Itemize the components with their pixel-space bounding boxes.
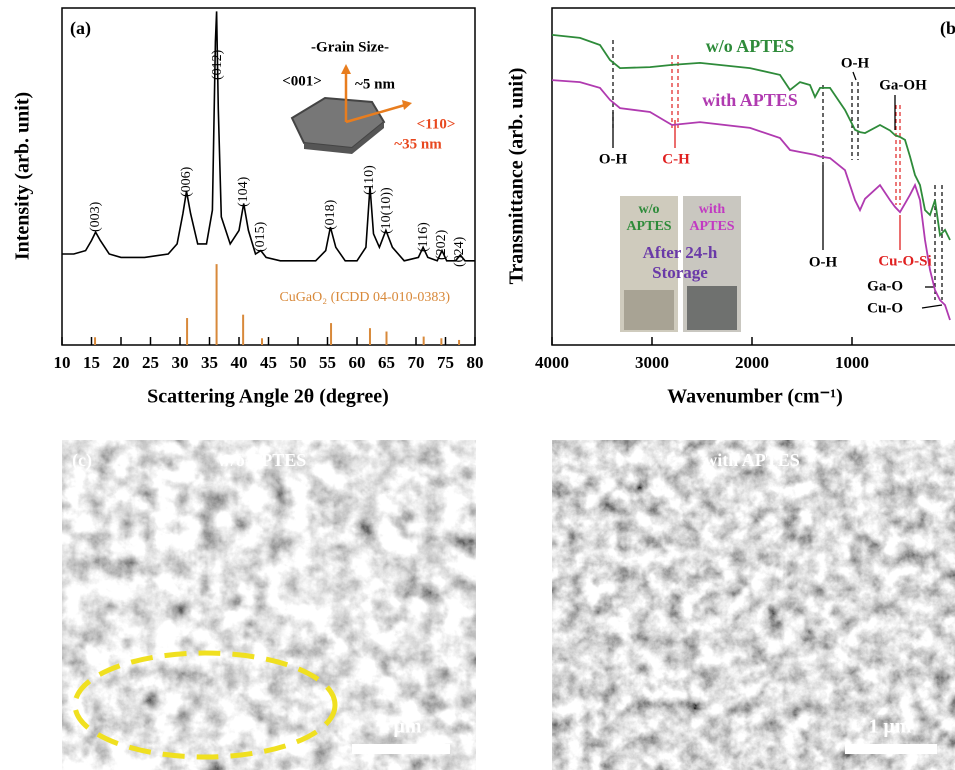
data-line: [552, 35, 950, 240]
image-title: w/o APTES: [218, 450, 307, 470]
x-tick-label: 1000: [835, 353, 869, 372]
x-tick-label: 3000: [635, 353, 669, 372]
panel-label: (b): [940, 18, 955, 39]
inset-title: -Grain Size-: [311, 39, 389, 55]
peak-annotation: C-H: [662, 151, 690, 167]
peak-annotation: Ga-O: [867, 278, 903, 294]
peak-label: (10(10)): [379, 187, 394, 234]
x-tick-label: 50: [290, 353, 307, 372]
peak-label: (104): [236, 176, 251, 207]
peak-annotation: Ga-OH: [879, 77, 927, 93]
x-tick-label: 4000: [535, 353, 569, 372]
inset-label: ~5 nm: [355, 76, 395, 92]
x-tick-label: 80: [467, 353, 484, 372]
peak-annotation: O-H: [841, 55, 870, 71]
peak-label: (012): [210, 49, 225, 80]
scale-bar: [845, 744, 937, 754]
x-tick-label: 55: [319, 353, 336, 372]
x-tick-label: 45: [260, 353, 277, 372]
peak-annotation: O-H: [809, 254, 838, 270]
peak-label: (018): [323, 199, 338, 230]
x-tick-label: 65: [378, 353, 395, 372]
photo-label: APTES: [626, 219, 671, 234]
y-axis-label: Intensity (arb. unit): [12, 92, 34, 260]
peak-label: (110): [362, 165, 377, 195]
axes-frame: [552, 8, 955, 345]
inset-label: <001>: [282, 73, 322, 89]
panel-label: (a): [70, 18, 91, 39]
series-label: with APTES: [702, 90, 798, 110]
peak-label: (003): [88, 201, 103, 232]
peak-label: (116): [416, 222, 431, 252]
grain-inset: -Grain Size- <001> ~5 nm <110> ~35 nm: [282, 39, 455, 154]
vial-photo: w/o APTES with APTES After 24-h Storage: [620, 196, 741, 332]
photo-label: with: [699, 202, 726, 217]
x-tick-label: 20: [113, 353, 130, 372]
photo-label: w/o: [639, 202, 660, 217]
reference-label: CuGaO₂ (ICDD 04-010-0383): [279, 290, 450, 305]
x-tick-label: 10: [54, 353, 71, 372]
x-tick-label: 15: [83, 353, 100, 372]
x-tick-label: 25: [142, 353, 159, 372]
x-tick-label: 60: [349, 353, 366, 372]
x-axis-label: Scattering Angle 2θ (degree): [147, 386, 389, 408]
x-axis-label: Wavenumber (cm⁻¹): [667, 386, 843, 408]
scale-bar-label: 1 μm: [869, 716, 912, 738]
x-tick-label: 35: [201, 353, 218, 372]
panel-label: (c): [72, 450, 92, 471]
x-tick-label: 75: [437, 353, 454, 372]
photo-label: APTES: [689, 219, 734, 234]
inset-label: <110>: [417, 116, 456, 132]
photo-caption: After 24-h: [643, 243, 718, 262]
photo-caption: Storage: [652, 263, 708, 282]
x-tick-label: 30: [172, 353, 189, 372]
series-label: w/o APTES: [706, 36, 795, 56]
x-tick-label: 2000: [735, 353, 769, 372]
image-title: with APTES: [704, 450, 800, 470]
peak-annotation: O-H: [599, 151, 628, 167]
peak-label: (024): [452, 236, 467, 267]
x-tick-label: 40: [231, 353, 248, 372]
peak-label: (006): [179, 166, 194, 197]
figure: (a) Scattering Angle 2θ (degree) Intensi…: [0, 0, 955, 770]
peak-annotation: Cu-O: [867, 300, 903, 316]
peak-label: (015): [253, 221, 268, 252]
scale-bar-label: 1 μm: [379, 716, 422, 738]
peak-annotation: Cu-O-Si: [878, 253, 931, 269]
inset-label: ~35 nm: [394, 136, 442, 152]
x-tick-label: 70: [408, 353, 425, 372]
scale-bar: [352, 744, 450, 754]
y-axis-label: Transmittance (arb. unit): [506, 68, 528, 285]
peak-label: (202): [434, 229, 449, 260]
